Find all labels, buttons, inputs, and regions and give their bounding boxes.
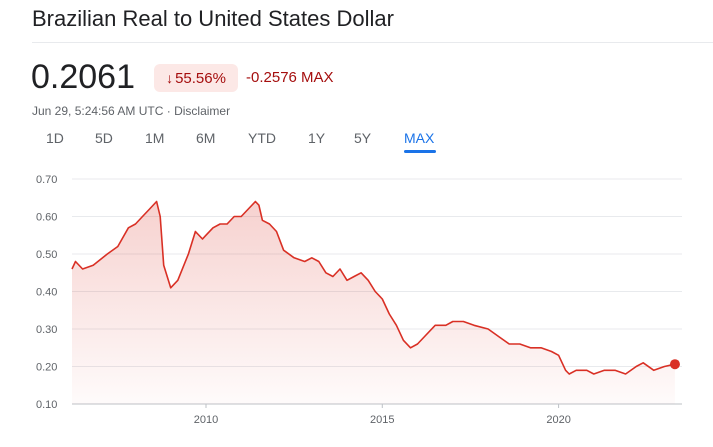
y-tick-label: 0.50 (36, 249, 57, 261)
current-price-dot (669, 359, 680, 370)
active-tab-indicator (404, 150, 436, 153)
change-percent: 55.56% (175, 69, 226, 87)
change-absolute: -0.2576 MAX (246, 69, 334, 86)
tab-1y[interactable]: 1Y (308, 130, 326, 146)
tab-max[interactable]: MAX (404, 130, 435, 146)
y-axis-ticks: 0.70 0.60 0.50 0.40 0.30 0.20 0.10 (36, 174, 57, 411)
timestamp-disclaimer[interactable]: Jun 29, 5:24:56 AM UTC · Disclaimer (32, 104, 231, 118)
arrow-down-icon: ↓ (166, 70, 174, 86)
title-divider (32, 42, 713, 43)
y-tick-label: 0.20 (36, 362, 57, 374)
price-area-fill (72, 201, 675, 404)
tab-5d[interactable]: 5D (95, 130, 113, 146)
y-tick-label: 0.10 (36, 399, 57, 411)
tab-6m[interactable]: 6M (196, 130, 216, 146)
price-series-line (71, 200, 676, 375)
tab-1d[interactable]: 1D (46, 130, 64, 146)
y-tick-label: 0.70 (36, 174, 57, 186)
x-axis-ticks: 2010 2015 2020 (194, 404, 571, 426)
x-tick-label: 2015 (370, 414, 394, 426)
y-tick-label: 0.60 (36, 212, 57, 224)
change-percent-badge: ↓ 55.56% (154, 64, 238, 92)
tab-ytd[interactable]: YTD (248, 130, 276, 146)
current-price: 0.2061 (31, 58, 135, 96)
page-title: Brazilian Real to United States Dollar (32, 6, 394, 31)
x-tick-label: 2010 (194, 414, 218, 426)
y-tick-label: 0.40 (36, 287, 57, 299)
x-tick-label: 2020 (546, 414, 570, 426)
tab-5y[interactable]: 5Y (354, 130, 372, 146)
tab-1m[interactable]: 1M (145, 130, 165, 146)
y-tick-label: 0.30 (36, 324, 57, 336)
